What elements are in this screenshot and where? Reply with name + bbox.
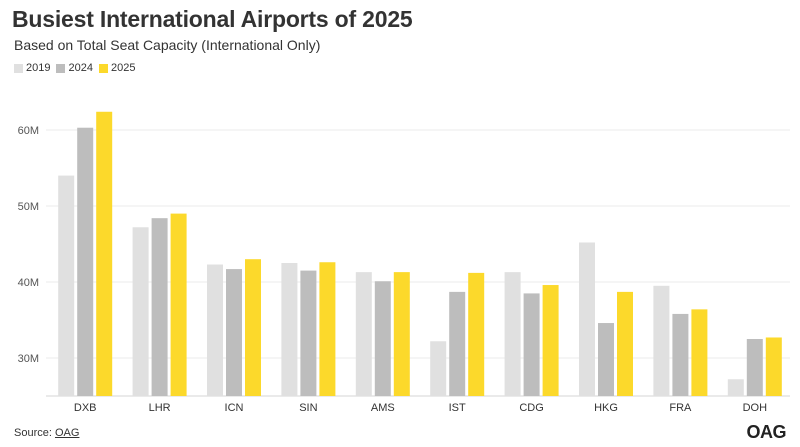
bar-fra-2025 (691, 309, 708, 396)
legend-item-2019: 2019 (14, 62, 50, 74)
x-tick-label: DXB (74, 402, 97, 414)
bar-hkg-2019 (579, 242, 595, 396)
x-tick-label: CDG (519, 402, 543, 414)
bar-icn-2019 (207, 264, 223, 396)
legend-item-2025: 2025 (98, 62, 136, 74)
bar-sin-2024 (300, 270, 317, 396)
bar-lhr-2024 (151, 218, 168, 396)
bar-dxb-2024 (77, 127, 94, 396)
chart-title: Busiest International Airports of 2025 (12, 6, 413, 32)
x-tick-label: IST (449, 402, 466, 414)
bar-cdg-2025 (542, 285, 559, 396)
y-tick-label: 60M (18, 125, 39, 137)
bar-dxb-2019 (58, 175, 75, 396)
x-tick-label: SIN (299, 402, 317, 414)
x-tick-label: DOH (743, 402, 768, 414)
y-tick-label: 40M (18, 277, 39, 289)
legend-label-2025: 2025 (110, 62, 136, 74)
x-tick-label: FRA (669, 402, 692, 414)
bar-fra-2019 (653, 285, 670, 396)
x-tick-label: ICN (225, 402, 244, 414)
source-link[interactable]: OAG (54, 427, 80, 439)
y-tick-label: 50M (18, 201, 39, 213)
bar-ams-2025 (393, 272, 410, 396)
oag-logo: OAG (746, 422, 786, 442)
legend-swatch-2025 (98, 63, 108, 73)
bar-ams-2019 (355, 272, 372, 396)
source-note: Source: OAG (14, 427, 79, 439)
bar-lhr-2025 (170, 213, 187, 396)
y-tick-label: 30M (18, 353, 39, 365)
bar-ist-2025 (468, 272, 485, 396)
bar-cdg-2024 (523, 293, 540, 396)
bar-icn-2025 (245, 259, 261, 396)
x-tick-label: AMS (371, 402, 395, 414)
legend-swatch-2019 (14, 63, 23, 73)
legend-item-2024: 2024 (56, 62, 93, 74)
legend-swatch-2024 (56, 63, 66, 73)
bar-doh-2019 (727, 379, 744, 396)
bar-hkg-2025 (617, 291, 633, 396)
bar-icn-2024 (226, 269, 242, 396)
x-tick-label: LHR (149, 402, 171, 414)
bar-sin-2019 (281, 263, 298, 396)
legend-label-2019: 2019 (26, 62, 51, 74)
legend: 2019 2024 2025 (14, 62, 135, 74)
bar-ist-2019 (430, 341, 447, 396)
bar-fra-2024 (672, 313, 689, 396)
source-label: Source: (14, 427, 52, 439)
bar-ist-2024 (449, 291, 466, 396)
bar-ams-2024 (374, 281, 391, 396)
chart-subtitle: Based on Total Seat Capacity (Internatio… (14, 37, 321, 53)
bar-hkg-2024 (598, 323, 614, 396)
bar-sin-2025 (319, 262, 336, 396)
bar-cdg-2019 (504, 272, 521, 396)
bar-dxb-2025 (96, 111, 113, 396)
bar-doh-2025 (765, 337, 782, 396)
bar-lhr-2019 (132, 227, 149, 396)
x-tick-label: HKG (594, 402, 618, 414)
bar-doh-2024 (746, 339, 763, 396)
legend-label-2024: 2024 (68, 62, 93, 74)
